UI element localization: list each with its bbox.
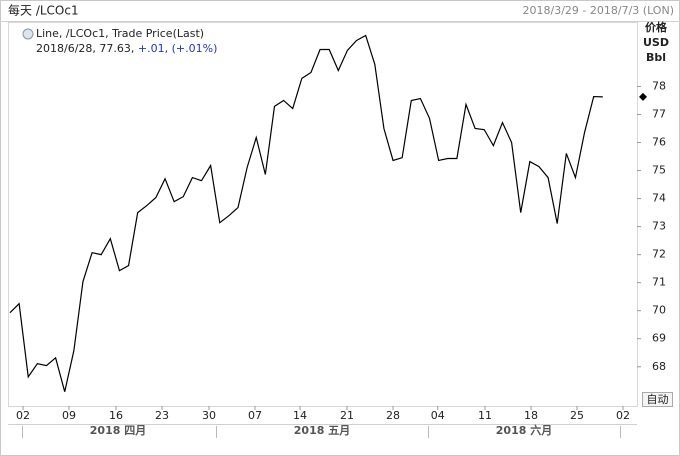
y-tick-label: 74: [652, 192, 666, 205]
legend-icon: [22, 28, 34, 40]
x-tick-label: 04: [431, 409, 445, 422]
x-tick-label: 23: [155, 409, 169, 422]
x-tick-label: 09: [62, 409, 76, 422]
y-tick-label: 73: [652, 220, 666, 233]
x-tick-label: 14: [293, 409, 307, 422]
y-tick-label: 71: [652, 276, 666, 289]
legend-date: 2018/6/28,: [36, 42, 96, 55]
date-range: 2018/3/29 - 2018/7/3 (LON): [523, 4, 674, 17]
legend-change-pct: (+.01%): [172, 42, 218, 55]
x-tick-label: 02: [616, 409, 630, 422]
x-tick-label: 02: [16, 409, 30, 422]
legend-change: +.01,: [138, 42, 168, 55]
x-tick-label: 18: [524, 409, 538, 422]
y-tick-label: 69: [652, 332, 666, 345]
auto-button[interactable]: [642, 392, 673, 407]
x-tick-label: 07: [248, 409, 262, 422]
month-label: 2018 六月: [496, 423, 552, 437]
y-tick-label: 77: [652, 107, 666, 120]
y-axis-label: 价格: [645, 20, 668, 34]
y-axis-label: Bbl: [646, 51, 666, 64]
x-tick-label: 25: [570, 409, 584, 422]
y-tick-label: 72: [652, 248, 666, 261]
x-tick-label: 11: [478, 409, 492, 422]
x-tick-label: 30: [202, 409, 216, 422]
x-tick-label: 21: [340, 409, 354, 422]
chart-title: 每天 /LCOc1: [8, 3, 79, 18]
x-tick-label: 28: [386, 409, 400, 422]
y-tick-label: 75: [652, 164, 666, 177]
month-label: 2018 五月: [294, 424, 350, 437]
plot-area: [8, 22, 638, 407]
x-tick-label: 16: [109, 409, 123, 422]
y-tick-label: 76: [652, 136, 666, 149]
y-tick-label: 70: [652, 304, 666, 317]
y-axis-label: USD: [643, 36, 669, 49]
legend-values: 2018/6/28, 77.63, +.01, (+.01%): [36, 42, 217, 55]
y-tick-label: 78: [652, 79, 666, 92]
legend-last: 77.63,: [99, 42, 134, 55]
y-tick-label: 68: [652, 360, 666, 373]
last-value-marker: [639, 92, 647, 101]
price-line: [9, 34, 603, 392]
auto-button-label[interactable]: 自动: [647, 393, 669, 406]
legend-series: Line, /LCOc1, Trade Price(Last): [36, 27, 204, 40]
month-label: 2018 四月: [90, 424, 146, 437]
